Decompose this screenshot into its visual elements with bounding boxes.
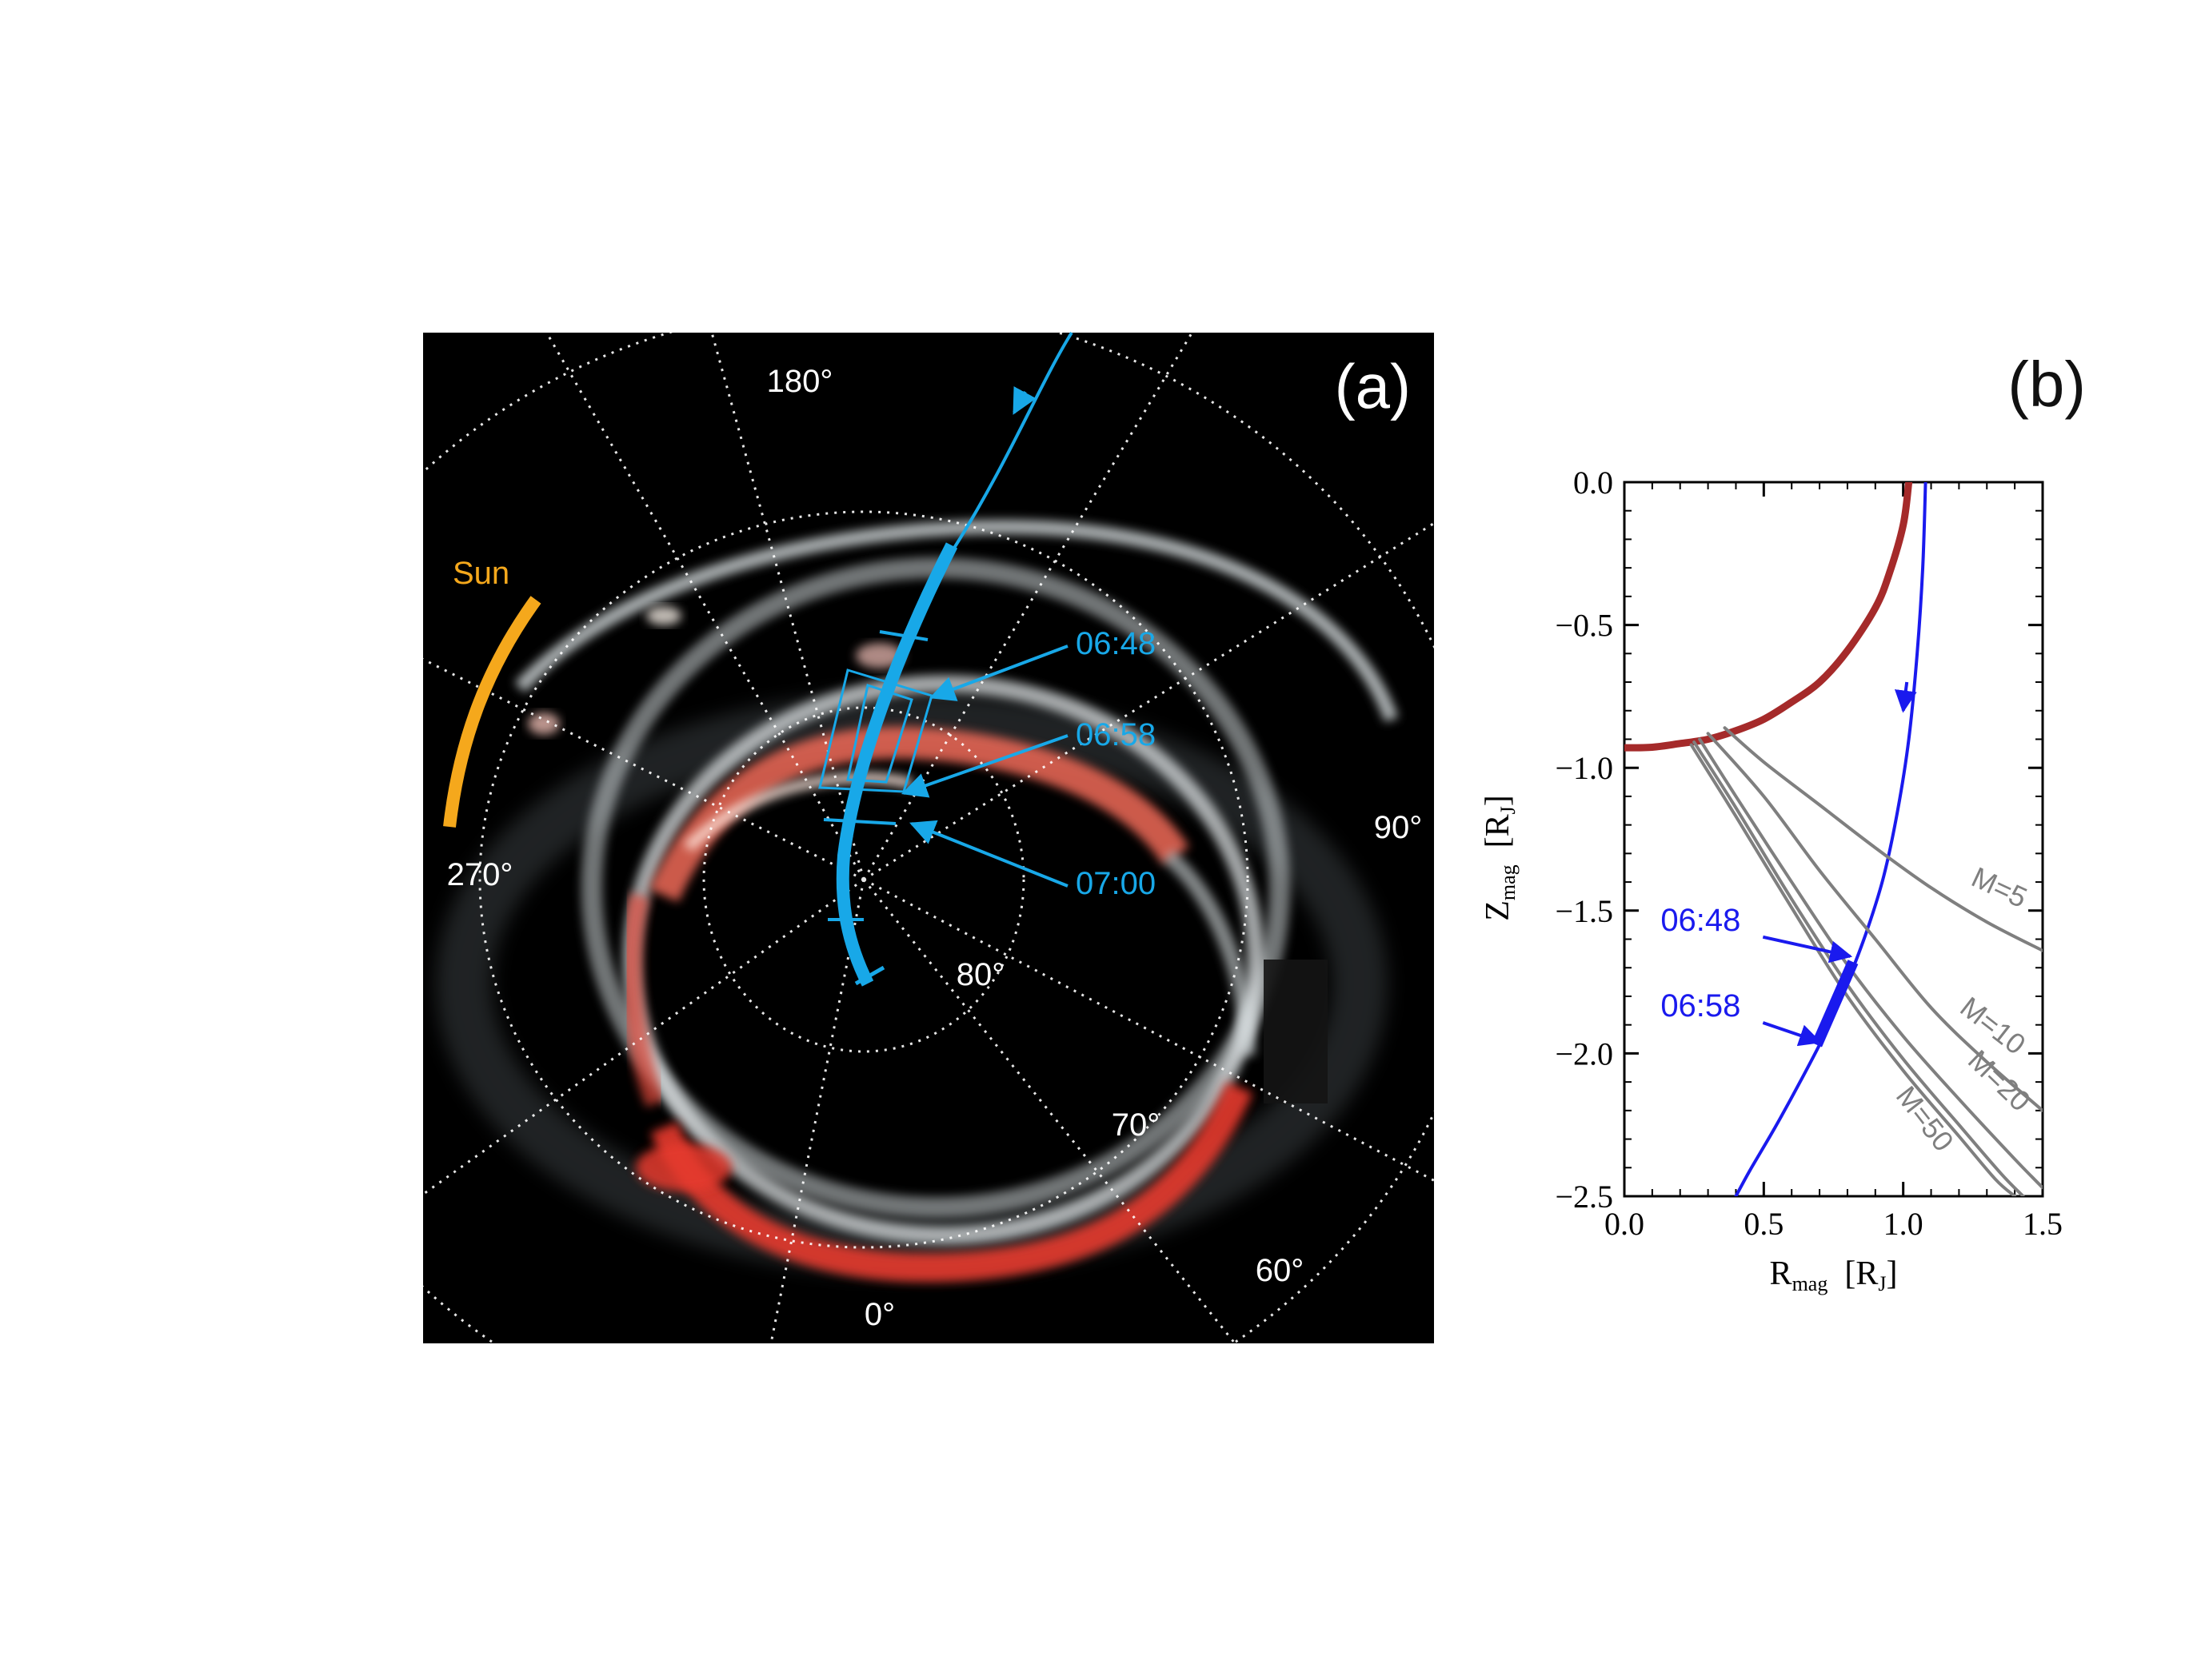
meridian [769, 879, 865, 1343]
y-axis-symbol: Z [1480, 900, 1516, 921]
y-tick-label: −2.5 [1555, 1179, 1613, 1215]
x-tick-label: 0.5 [1744, 1206, 1784, 1242]
y-axis-unit-subscript: J [1496, 806, 1520, 814]
longitude-label-270: 270° [447, 857, 513, 892]
series-m-20 [1698, 737, 2043, 1190]
juno-footprint-track [818, 331, 1073, 987]
y-axis-title: Zmag [RJ] [1480, 795, 1520, 921]
time-label-0658: 06:58 [1076, 717, 1156, 752]
track-tick [823, 818, 897, 825]
left-red-arc [621, 892, 666, 1107]
upper-white-arc [514, 520, 1399, 723]
curve-label: M=5 [1967, 860, 2032, 914]
series-m-50 [1692, 740, 2025, 1196]
series-m-5 [1723, 726, 2043, 952]
y-tick-label: −2.0 [1555, 1036, 1613, 1071]
x-axis-unit-subscript: J [1878, 1272, 1886, 1295]
y-tick-label: −1.0 [1555, 750, 1613, 786]
x-axis-title: Rmag [RJ] [1770, 1255, 1898, 1295]
lower-red-arc [650, 1081, 1253, 1283]
time-annotation-arrow [1762, 1021, 1822, 1047]
meridian [863, 878, 1434, 1183]
plot-frame [1623, 481, 2044, 1198]
arrow-0658 [901, 734, 1069, 798]
track-thick-segment [836, 542, 958, 987]
y-axis-subscript: mag [1496, 864, 1520, 900]
curve-label: M=50 [1890, 1080, 1960, 1158]
longitude-label-90: 90° [1374, 810, 1423, 845]
y-tick-label: 0.0 [1573, 465, 1613, 501]
time-label-0648: 06:48 [1076, 626, 1156, 661]
series-jupiter-surface [1624, 482, 1913, 752]
latitude-circle-70 [478, 510, 1249, 1249]
track-end-tick [854, 965, 885, 986]
arrow-0700 [909, 820, 1069, 888]
latitude-circle-80 [702, 706, 1025, 1053]
track-direction-arrow [1013, 386, 1037, 415]
footprint-box-inner [846, 684, 913, 784]
upper-red-arc [649, 726, 1189, 903]
series-juno-trajectory [1734, 482, 1927, 1196]
highlight-segment [1812, 960, 1859, 1048]
series-m-100 [1689, 743, 2017, 1196]
arrow-0648 [929, 644, 1069, 701]
plot-area: 0.0 0.5 1.0 1.5 0.0 −0.5 −1.0 −1.5 −2.0 −2.5 Rmag … [1480, 465, 2063, 1295]
meridian [862, 333, 1194, 880]
panel-a-label: (a) [1335, 351, 1411, 421]
series-m-10 [1706, 732, 2043, 1112]
time-annotation: 06:58 [1660, 988, 1740, 1024]
x-axis-unit-end: ] [1886, 1255, 1897, 1292]
track-tick [879, 630, 929, 641]
y-axis-unit-end: ] [1480, 795, 1516, 806]
latitude-label-60: 60° [1256, 1253, 1304, 1288]
x-axis-subscript: mag [1792, 1272, 1828, 1295]
x-axis-symbol: R [1770, 1255, 1792, 1292]
meridian [545, 333, 865, 880]
curve-label: M=10 [1954, 990, 2031, 1060]
time-annotation-arrow [1762, 935, 1853, 964]
x-axis-unit: [R [1828, 1255, 1878, 1292]
x-tick-label: 1.5 [2023, 1206, 2063, 1242]
x-tick-label: 0.0 [1604, 1206, 1644, 1242]
lat-lon-graticule [423, 333, 1434, 1343]
series-group: M=5 M=10M=20M=50 [1624, 482, 2043, 1196]
x-tick-label: 1.0 [1883, 1206, 1923, 1242]
panel-b-label: (b) [2007, 349, 2086, 420]
meridian [862, 879, 1236, 1343]
y-axis-unit: [R [1480, 814, 1516, 864]
panel-a-aurora-image: (a) Sun 180° 270° 90° 0° 80° 70° 60° 06:… [423, 331, 1434, 1343]
sun-label: Sun [453, 556, 509, 591]
y-tick-label: −0.5 [1555, 608, 1613, 644]
latitude-label-70: 70° [1112, 1107, 1160, 1143]
longitude-label-0: 0° [865, 1297, 895, 1332]
panel-b-field-line-plot: (b) 0.0 0.5 1.0 1.5 0.0 −0.5 −1.0 −1.5 −2.0 −2.5 R… [1480, 349, 2086, 1295]
longitude-label-180: 180° [767, 364, 833, 399]
track-thin-segment [950, 331, 1073, 553]
sun-direction-arc [443, 596, 541, 828]
meridian [423, 878, 865, 1196]
time-label-0700: 07:00 [1076, 866, 1156, 901]
y-tick-label: −1.5 [1555, 893, 1613, 929]
time-annotation: 06:48 [1660, 903, 1740, 938]
trajectory-direction-arrow [1894, 681, 1917, 713]
latitude-label-80: 80° [957, 957, 1005, 992]
curve-label: M=20 [1962, 1044, 2037, 1118]
